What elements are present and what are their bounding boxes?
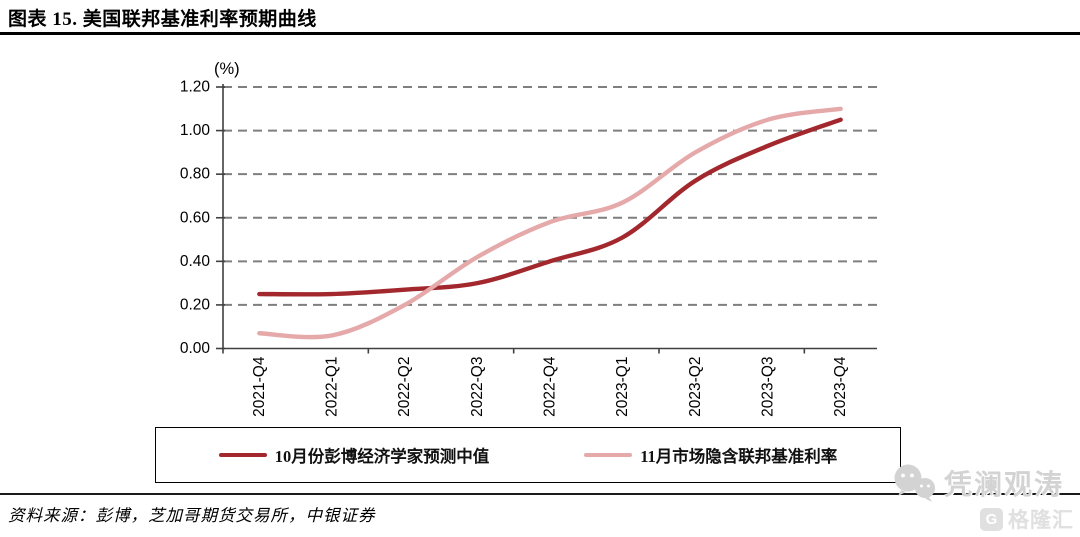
series-line-0 — [257, 117, 843, 297]
y-tick-label: 0.00 — [180, 340, 211, 357]
y-tick-label: 0.20 — [180, 296, 211, 313]
x-tick-label: 2021-Q4 — [251, 356, 268, 417]
legend-swatch-pink — [584, 452, 633, 458]
y-tick-label: 0.40 — [180, 253, 211, 270]
watermark-wechat: 凭澜观涛 — [892, 463, 1064, 503]
x-tick-label: 2022-Q4 — [542, 356, 559, 417]
x-tick-label: 2022-Q3 — [469, 357, 486, 417]
legend-swatch-dark-red — [218, 452, 267, 458]
y-tick-label: 1.00 — [180, 122, 211, 139]
title-divider — [0, 32, 1080, 35]
y-axis-unit-label: (%) — [214, 60, 240, 78]
x-tick-label: 2022-Q1 — [324, 357, 341, 417]
legend-label: 10月份彭博经济学家预测中值 — [274, 447, 490, 466]
gelonghui-logo-text: 格隆汇 — [1008, 508, 1074, 532]
source-note: 资料来源：彭博，芝加哥期货交易所，中银证券 — [8, 506, 376, 525]
wechat-icon — [894, 464, 935, 502]
legend-item-market-implied: 11月市场隐含联邦基准利率 — [584, 443, 837, 467]
y-tick-label: 1.20 — [180, 79, 211, 96]
y-tick-label: 0.60 — [180, 209, 211, 226]
x-tick-label: 2022-Q2 — [396, 357, 413, 417]
legend-item-bloomberg-median: 10月份彭博经济学家预测中值 — [218, 443, 490, 467]
chart-legend: 10月份彭博经济学家预测中值 11月市场隐含联邦基准利率 — [155, 427, 901, 483]
figure-title: 图表 15. 美国联邦基准利率预期曲线 — [8, 9, 317, 30]
series-line-1 — [257, 106, 843, 340]
x-tick-label: 2023-Q4 — [832, 356, 849, 417]
gelonghui-logo-icon: G — [980, 507, 1003, 531]
legend-label: 11月市场隐含联邦基准利率 — [640, 447, 838, 466]
watermark-wechat-name: 凭澜观涛 — [943, 470, 1064, 501]
x-tick-label: 2023-Q2 — [687, 357, 704, 417]
x-tick-label: 2023-Q1 — [614, 357, 631, 417]
footer-divider — [0, 493, 1080, 495]
y-tick-label: 0.80 — [180, 166, 211, 183]
x-tick-label: 2023-Q3 — [760, 357, 777, 417]
watermark-gelonghui: G 格隆汇 — [980, 504, 1074, 534]
